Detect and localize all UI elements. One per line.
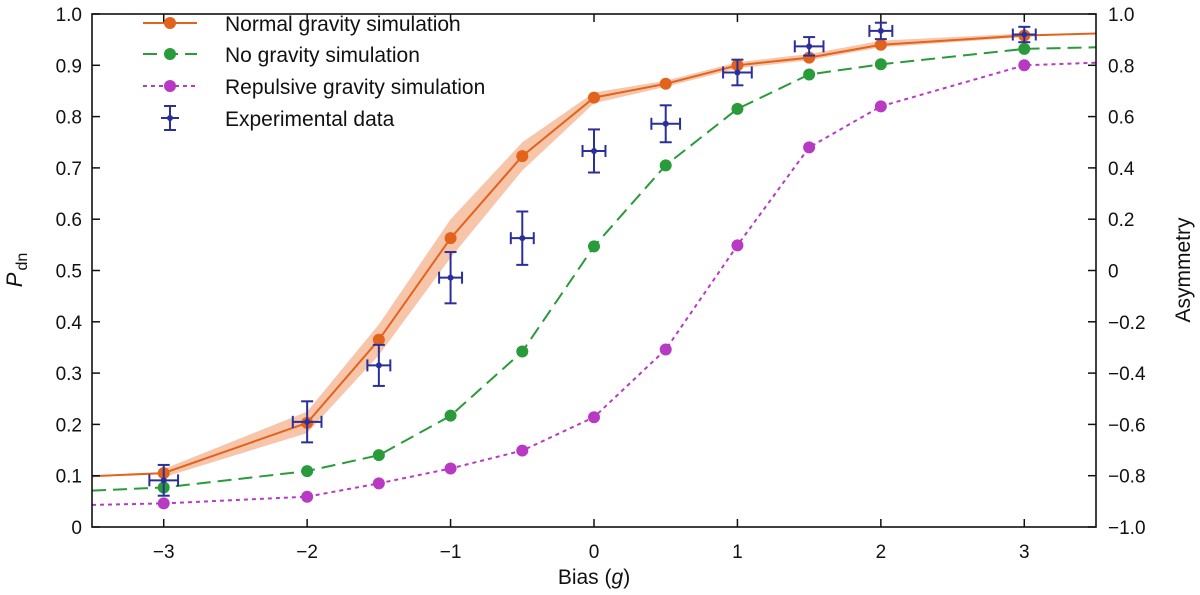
series-1-point-6 <box>659 159 672 172</box>
series-1-point-5 <box>588 240 600 253</box>
series-0-point-2 <box>372 333 385 346</box>
series-0-point-5 <box>588 91 600 104</box>
experimental-point-10 <box>1011 25 1037 44</box>
experimental-point-marker <box>304 418 311 425</box>
series-2-point-0 <box>157 497 170 510</box>
series-2-point-3 <box>444 462 457 475</box>
series-1-point-1 <box>301 465 314 478</box>
series-1-point-3 <box>444 409 457 422</box>
y-tick-label-10: 1.0 <box>56 5 82 26</box>
experimental-point-marker <box>662 120 669 127</box>
experimental-point-marker <box>806 43 813 50</box>
y2-tick-label-6: 0.2 <box>1108 210 1134 231</box>
y2-tick-label-0: −1.0 <box>1108 518 1146 539</box>
y2-tick-label-7: 0.4 <box>1108 159 1135 180</box>
x-tick-label-0: −3 <box>153 542 175 563</box>
series-2-point-1 <box>301 490 314 503</box>
legend-label-0: Normal gravity simulation <box>225 13 461 36</box>
experimental-point-3 <box>438 251 464 305</box>
experimental-point-marker <box>1021 31 1028 38</box>
experimental-point-0 <box>148 463 180 497</box>
series-0-point-3 <box>444 232 457 245</box>
experimental-point-1 <box>291 400 323 444</box>
y2-tick-label-3: −0.4 <box>1108 364 1146 385</box>
experimental-point-marker <box>375 362 382 369</box>
legend-errorbar-symbol <box>161 105 179 131</box>
experimental-point-marker <box>519 235 526 242</box>
experimental-point-8 <box>793 36 825 57</box>
series-1-point-4 <box>516 345 529 358</box>
data-points-layer <box>148 21 1037 510</box>
experimental-point-7 <box>722 58 753 87</box>
legend-label-1: No gravity simulation <box>225 44 420 67</box>
experimental-point-marker <box>591 147 597 154</box>
x-tick-label-2: −1 <box>440 542 462 563</box>
experimental-point-6 <box>650 104 682 144</box>
series-2-point-6 <box>659 343 672 356</box>
legend-marker-1 <box>164 48 176 60</box>
x-axis-title: Bias (g) <box>558 566 630 589</box>
legend-label-2: Repulsive gravity simulation <box>225 76 485 99</box>
legend-errorbar-marker <box>167 115 173 121</box>
x-tick-label-6: 3 <box>1019 542 1030 563</box>
experimental-point-9 <box>868 21 894 41</box>
legend-label-3: Experimental data <box>225 108 395 131</box>
series-2-point-2 <box>372 477 385 490</box>
y-tick-label-8: 0.8 <box>56 108 82 129</box>
y2-tick-label-5: 0 <box>1108 262 1119 283</box>
y2-tick-label-2: −0.6 <box>1108 415 1146 436</box>
series-2-point-8 <box>803 141 816 154</box>
experimental-point-marker <box>734 69 741 76</box>
y-axis-title: Pdn <box>2 253 31 287</box>
legend: Normal gravity simulation No gravity simu… <box>143 13 485 131</box>
y2-tick-label-1: −0.8 <box>1108 467 1146 488</box>
series-1-point-7 <box>731 102 744 115</box>
y-tick-label-0: 0 <box>71 518 82 539</box>
experimental-point-2 <box>366 343 392 387</box>
legend-marker-0 <box>164 17 176 29</box>
y-tick-label-5: 0.5 <box>56 262 82 283</box>
y-tick-label-3: 0.3 <box>56 364 82 385</box>
y2-tick-label-4: −0.2 <box>1108 313 1146 334</box>
series-2-point-7 <box>731 239 744 252</box>
y-tick-label-6: 0.6 <box>56 210 82 231</box>
experimental-point-5 <box>581 128 607 174</box>
y-tick-label-1: 0.1 <box>56 467 82 488</box>
experimental-point-4 <box>509 210 535 266</box>
y-tick-label-4: 0.4 <box>56 313 83 334</box>
series-lines-layer <box>91 32 1097 506</box>
x-tick-label-5: 2 <box>876 542 887 563</box>
series-1-point-8 <box>803 68 816 81</box>
legend-marker-2 <box>164 80 176 92</box>
series-2-point-9 <box>874 100 887 113</box>
y-tick-label-9: 0.9 <box>56 56 82 77</box>
x-tick-label-1: −2 <box>296 542 318 563</box>
series-1-point-9 <box>874 58 887 71</box>
y2-tick-label-9: 0.8 <box>1108 56 1134 77</box>
series-1-point-2 <box>372 449 385 462</box>
legend-entry-3: Experimental data <box>161 105 395 131</box>
y2-tick-label-10: 1.0 <box>1108 5 1134 26</box>
legend-entry-0: Normal gravity simulation <box>143 13 461 36</box>
legend-entry-1: No gravity simulation <box>143 44 420 67</box>
x-tick-label-3: 0 <box>589 542 600 563</box>
experimental-point-marker <box>160 477 167 484</box>
y2-tick-label-8: 0.6 <box>1108 108 1134 129</box>
series-1-point-10 <box>1018 42 1031 55</box>
x-tick-label-4: 1 <box>732 542 743 563</box>
ticks-layer: −3 −2 −1 0 1 2 3 0 0.1 0.2 0.3 0.4 0.5 0.6 0.7 0.8 0.9 1.… <box>56 5 1146 563</box>
series-0-point-4 <box>516 150 529 163</box>
legend-entry-2: Repulsive gravity simulation <box>143 76 485 99</box>
series-0-point-9 <box>874 38 887 51</box>
series-0-point-6 <box>659 77 672 90</box>
series-2-point-5 <box>588 411 600 424</box>
series-2-point-10 <box>1018 59 1031 72</box>
y-tick-label-7: 0.7 <box>56 159 82 180</box>
experimental-point-marker <box>877 27 884 34</box>
series-2-point-4 <box>516 444 529 457</box>
y2-axis-title: Asymmetry <box>1172 217 1195 323</box>
experimental-point-marker <box>447 274 454 281</box>
y-tick-label-2: 0.2 <box>56 415 82 436</box>
